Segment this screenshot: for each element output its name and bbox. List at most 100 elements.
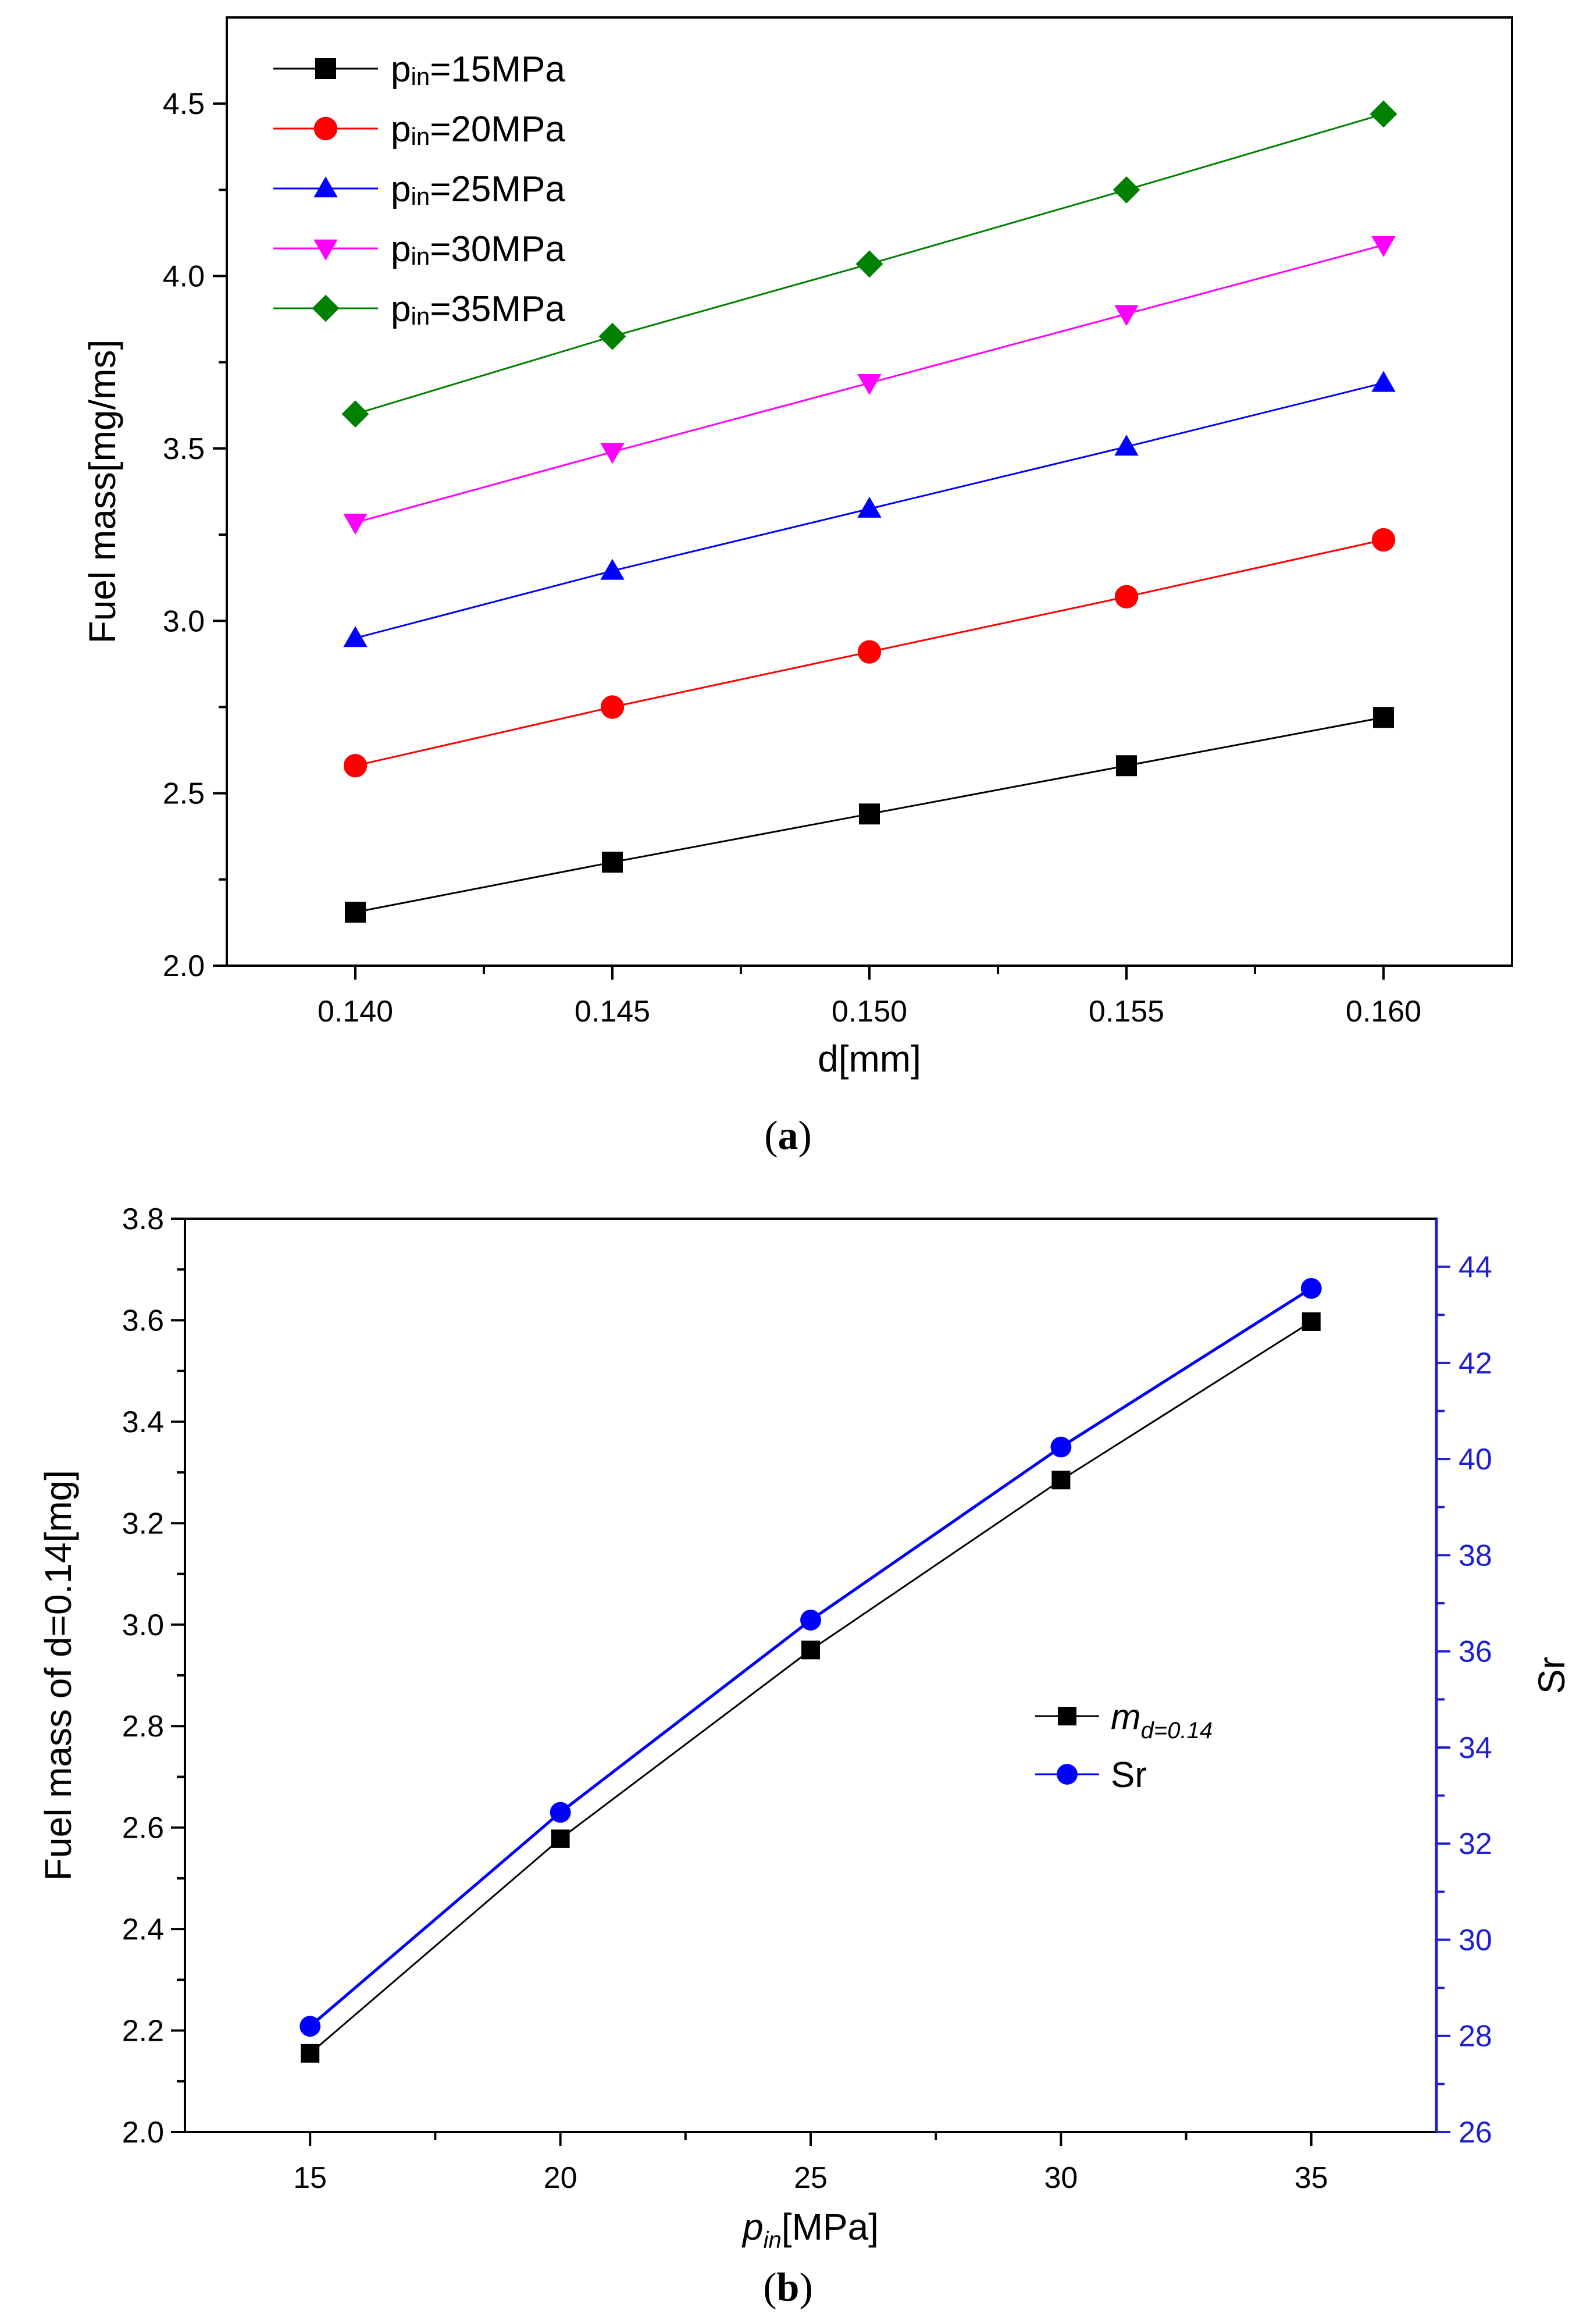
- chart-b-ytick-right-label: 32: [1459, 1827, 1492, 1861]
- chart-b-ytick-left-label: 2.2: [122, 2015, 164, 2048]
- chart-a-point-4-3: [1113, 176, 1140, 204]
- legend-label-rest: =30MPa: [430, 229, 565, 269]
- legend-label-rest: =35MPa: [430, 289, 565, 329]
- chart-a-ticks: 0.140 0.145 0.150 0.155 0.160 2.0 2.5 3.0 3.5 4.0…: [163, 87, 1421, 1028]
- legend-label-base: p: [391, 169, 411, 209]
- legend-label-rest: =20MPa: [430, 109, 565, 150]
- chart-a-point-0-2: [859, 803, 880, 825]
- chart-b-ticks: 15 20 25 30 35 2.0 2.2 2.4 2.6 2.8 3.0 3.2 3.4 3.6 3.8…: [122, 1202, 1492, 2195]
- chart-a-legend: pin=15MPapin=20MPapin=25MPapin=30MPapin=…: [273, 49, 565, 330]
- legend-label-sub: in: [411, 183, 430, 210]
- chart-a-ytick-label: 4.5: [163, 87, 205, 121]
- chart-a-caption-open: (: [764, 1113, 778, 1158]
- legend-label-rest: =15MPa: [430, 49, 565, 90]
- chart-a-point-3-1: [600, 443, 625, 464]
- chart-a-ytick-label: 3.0: [163, 604, 205, 638]
- chart-a-ytick-label: 3.5: [163, 432, 205, 466]
- chart-b-xtick-label: 25: [794, 2161, 828, 2195]
- chart-b-ytick-left-label: 2.0: [122, 2116, 164, 2149]
- legend-label-base: m: [1111, 1697, 1141, 1737]
- chart-a-point-1-1: [600, 695, 625, 719]
- chart-b-ytick-left-label: 2.6: [122, 1811, 164, 1845]
- chart-b-xlabel: pin[MPa]: [741, 2206, 879, 2253]
- legend-label-base: p: [391, 49, 411, 90]
- chart-b-series: [299, 1277, 1322, 2063]
- legend-label-sub: d=0.14: [1141, 1718, 1213, 1743]
- chart-a-legend-label-4: pin=35MPa: [391, 289, 565, 330]
- chart-b-ytick-right-label: 44: [1459, 1251, 1492, 1284]
- legend-label-base: p: [391, 229, 411, 269]
- chart-b-legend-marker-1: [1057, 1764, 1078, 1785]
- chart-b-point-1-0: [299, 2016, 321, 2037]
- chart-a-legend-marker-1: [313, 116, 338, 141]
- chart-b-point-0-1: [551, 1829, 570, 1848]
- chart-a-point-4-2: [855, 250, 883, 278]
- chart-a-caption: (a): [764, 1113, 812, 1158]
- chart-b-ytick-right-label: 36: [1459, 1635, 1492, 1669]
- chart-b-point-1-3: [1050, 1436, 1072, 1458]
- chart-b-ytick-left-label: 3.2: [122, 1507, 164, 1540]
- chart-b-ylabel-right: Sr: [1531, 1657, 1573, 1694]
- chart-b-legend-label-0: md=0.14: [1111, 1697, 1213, 1743]
- chart-a-point-0-4: [1373, 707, 1394, 728]
- chart-b-point-1-4: [1300, 1277, 1322, 1299]
- legend-label-sub: in: [411, 243, 430, 270]
- legend-label-sub: in: [411, 63, 430, 90]
- chart-b-xlabel-sub: in: [764, 2227, 782, 2253]
- chart-a-point-2-4: [1371, 371, 1396, 392]
- chart-b-point-1-1: [550, 1802, 571, 1823]
- chart-a-point-0-0: [345, 902, 366, 923]
- chart-b-point-1-2: [800, 1610, 821, 1631]
- chart-b-xtick-label: 30: [1044, 2161, 1078, 2195]
- chart-a-point-3-3: [1114, 305, 1139, 326]
- chart-a-legend-marker-2: [313, 176, 338, 198]
- chart-b-ytick-left-label: 2.8: [122, 1710, 164, 1743]
- legend-label-base: p: [391, 109, 411, 150]
- legend-label-sub: in: [411, 302, 430, 330]
- legend-label-sub: in: [411, 123, 430, 150]
- chart-a-point-0-3: [1116, 755, 1137, 777]
- legend-label-rest: =25MPa: [430, 169, 565, 209]
- chart-b-ytick-right-label: 28: [1459, 2020, 1492, 2053]
- chart-b-ytick-right-label: 42: [1459, 1347, 1492, 1380]
- chart-a-point-1-0: [343, 754, 368, 778]
- chart-a-point-3-0: [343, 514, 368, 535]
- chart-b: 15 20 25 30 35 2.0 2.2 2.4 2.6 2.8 3.0 3.2 3.4 3.6 3.8…: [37, 1202, 1573, 2310]
- chart-b-ytick-left-label: 3.8: [122, 1202, 164, 1236]
- chart-a-point-2-3: [1114, 435, 1139, 456]
- chart-a-ytick-label: 2.5: [163, 777, 205, 811]
- chart-a-point-0-1: [602, 852, 623, 873]
- chart-b-ytick-right-label: 26: [1459, 2116, 1492, 2149]
- chart-a-legend-label-2: pin=25MPa: [391, 169, 565, 210]
- chart-b-ytick-right-label: 34: [1459, 1731, 1492, 1765]
- chart-a-ytick-label: 4.0: [163, 260, 205, 294]
- legend-label-base: Sr: [1111, 1755, 1147, 1795]
- chart-a-point-4-1: [598, 322, 626, 350]
- chart-a-point-3-4: [1371, 236, 1396, 257]
- chart-b-legend: md=0.14 Sr: [1035, 1697, 1213, 1795]
- chart-b-point-0-4: [1302, 1312, 1321, 1332]
- chart-b-caption: (b): [763, 2265, 813, 2310]
- chart-a-xlabel: d[mm]: [818, 1038, 921, 1080]
- chart-b-xlabel-rest: [MPa]: [782, 2206, 879, 2248]
- chart-a: 0.140 0.145 0.150 0.155 0.160 2.0 2.5 3.0 3.5 4.0…: [81, 16, 1513, 1158]
- chart-b-xtick-label: 35: [1295, 2161, 1328, 2195]
- chart-b-xtick-label: 20: [544, 2161, 577, 2195]
- chart-b-point-0-2: [801, 1640, 820, 1660]
- chart-b-ytick-left-label: 3.0: [122, 1608, 164, 1642]
- chart-a-legend-label-3: pin=30MPa: [391, 229, 565, 270]
- legend-label-base: p: [391, 289, 411, 329]
- chart-a-caption-close: ): [798, 1113, 812, 1158]
- chart-b-caption-open: (: [763, 2265, 776, 2310]
- chart-a-xtick-label: 0.140: [318, 995, 393, 1028]
- chart-a-point-3-2: [857, 373, 882, 395]
- chart-a-point-2-1: [600, 558, 625, 580]
- chart-b-ytick-right-label: 38: [1459, 1539, 1492, 1572]
- chart-a-point-1-4: [1371, 528, 1396, 552]
- chart-a-point-2-2: [857, 496, 882, 518]
- chart-a-point-1-2: [857, 640, 882, 664]
- chart-a-ylabel: Fuel mass[mg/ms]: [81, 340, 123, 644]
- chart-b-xlabel-base: p: [741, 2206, 764, 2248]
- chart-a-series: [341, 100, 1397, 923]
- chart-a-legend-marker-4: [312, 294, 340, 322]
